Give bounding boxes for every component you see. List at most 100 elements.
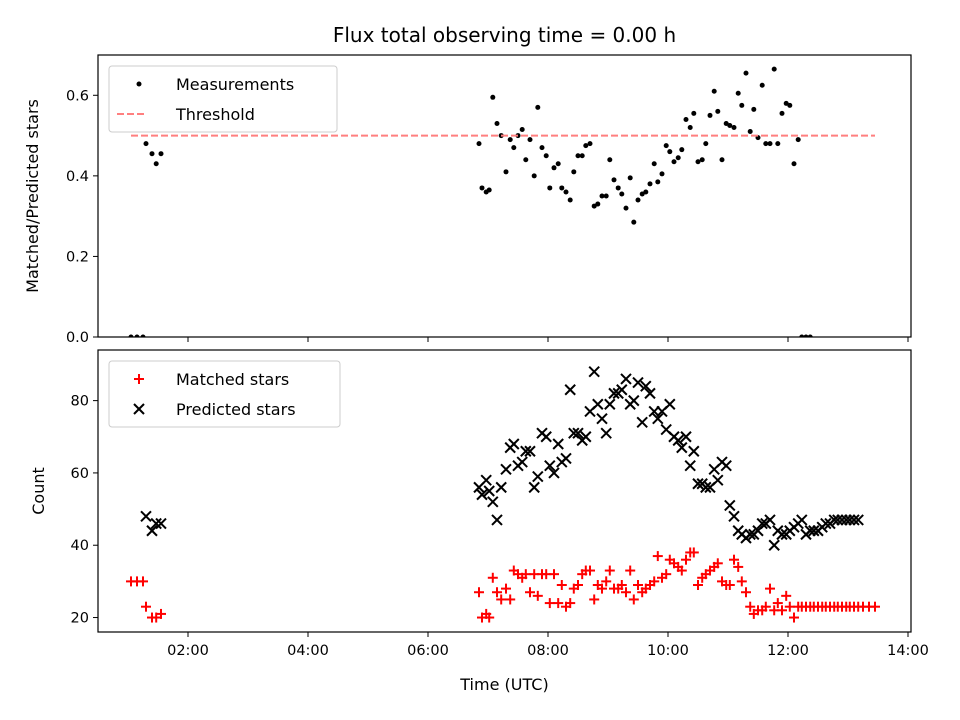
matched-stars-point [652,551,663,562]
matched-stars-point [544,598,555,609]
predicted-stars-point [155,517,167,530]
matched-stars-point [589,594,600,605]
measurements-point [651,161,657,167]
measurements-point [559,185,565,191]
xlabel: Time (UTC) [459,675,548,694]
predicted-stars-point [676,441,688,454]
measurements-point [511,145,517,151]
matched-stars-point [501,583,511,594]
matched-stars-point [496,594,507,605]
top-plot-area [128,66,875,337]
predicted-stars-point [146,525,158,537]
top-legend: Measurements Threshold [108,65,338,133]
predicted-stars-point [596,412,608,425]
predicted-stars-point [572,427,584,439]
predicted-stars-point [712,474,724,486]
measurements-point [555,161,561,167]
matched-stars-point [138,576,148,587]
measurements-point [486,187,492,193]
measurements-point [567,197,573,203]
predicted-stars-point [672,434,684,447]
matched-stars-point [525,587,535,598]
measurements-point [795,137,801,143]
predicted-stars-point [720,459,732,472]
matched-stars-point [156,608,166,619]
legend-threshold-label: Threshold [175,105,255,124]
measurements-point [153,161,159,167]
matched-stars-point [532,590,543,601]
measurements-point [615,185,621,191]
matched-stars-point [556,580,567,590]
predicted-stars-point [150,517,162,530]
matched-stars-point [597,583,607,594]
measurements-point [779,110,785,116]
measurements-point [643,189,649,195]
measurements-point [631,219,637,225]
predicted-stars-point [540,431,552,443]
matched-stars-point [601,576,612,587]
bottom-ytick-label: 20 [71,611,89,627]
matched-stars-point [661,569,672,580]
matched-stars-point [616,580,627,590]
predicted-stars-point [728,510,740,523]
predicted-stars-point [564,384,576,396]
predicted-stars-point [644,387,656,400]
measurements-point [663,143,669,149]
measurements-point [675,155,681,161]
predicted-stars-point [844,514,856,526]
predicted-stars-point [820,517,832,530]
measurements-point [747,129,753,135]
matched-stars-point [621,587,631,598]
measurements-point [647,181,653,187]
predicted-stars-point [724,499,736,512]
measurements-point [611,177,617,183]
predicted-stars-point [768,539,780,551]
bottom-ytick-label: 40 [71,538,89,554]
legend-measurements-swatch [136,81,142,87]
matched-stars-point [736,576,747,587]
predicted-stars-point [552,438,564,450]
measurements-point [707,112,713,118]
measurements-point [763,141,769,147]
matched-stars-point [604,565,615,576]
measurements-point [579,153,585,159]
legend-predicted-stars-swatch [133,403,145,415]
bottom-legend: Matched stars Predicted stars [108,360,341,428]
measurements-point [519,127,525,133]
measurements-point [149,151,155,157]
measurements-point [134,334,140,337]
measurements-point [143,141,149,147]
measurements-point [543,153,549,159]
matched-stars-point [649,576,660,587]
matched-stars-point [492,587,502,598]
measurements-point [571,169,577,175]
predicted-stars-point [487,496,499,508]
measurements-point [599,193,605,199]
measurements-point [731,125,737,131]
measurements-point [683,116,689,122]
top-ytick-label: 0.4 [66,169,89,185]
predicted-stars-point [848,514,860,526]
measurements-point [490,94,496,100]
bottom-ytick-label: 60 [71,466,89,482]
bottom-xtick-label: 10:00 [647,643,689,659]
predicted-stars-point [700,481,712,494]
measurements-point [587,141,593,147]
matched-stars-point [628,594,639,605]
predicted-stars-point [680,431,692,443]
matched-stars-point [553,598,564,609]
predicted-stars-point [832,514,844,526]
measurements-point [575,153,581,159]
measurements-point [503,169,509,175]
predicted-stars-point [524,445,536,457]
predicted-stars-point [480,474,492,486]
measurements-point [679,147,685,153]
measurements-point [775,141,781,147]
matched-stars-point [520,569,531,580]
predicted-stars-point [600,427,612,439]
measurements-point [759,82,765,88]
measurements-point [563,189,569,195]
top-axes-frame [97,54,912,338]
measurements-point [699,157,705,163]
